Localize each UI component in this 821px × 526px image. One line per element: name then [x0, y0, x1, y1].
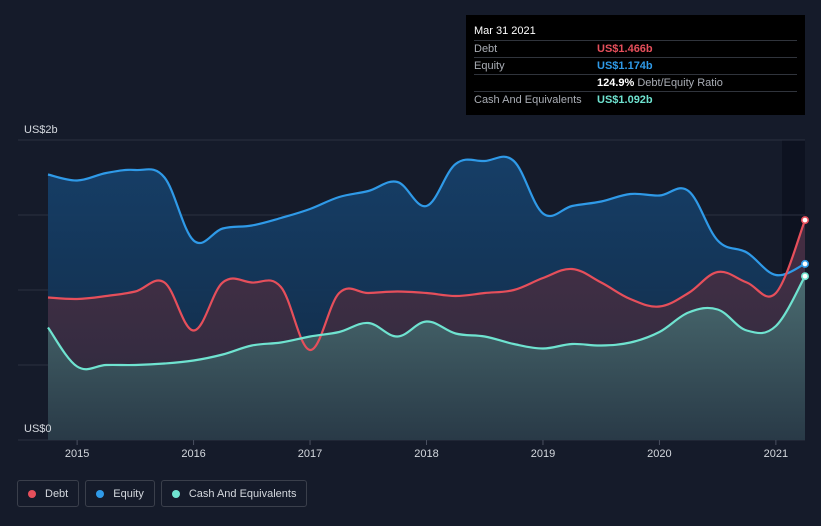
cash-line [47, 275, 806, 371]
data-tooltip: Mar 31 2021 Debt US$1.466b Equity US$1.1… [466, 15, 805, 115]
legend-item-equity[interactable]: Equity [85, 480, 155, 507]
equity-end-point [800, 259, 809, 268]
legend-label-cash: Cash And Equivalents [188, 487, 297, 500]
x-tick-label: 2021 [764, 448, 788, 460]
tooltip-date: Mar 31 2021 [474, 23, 797, 41]
x-tick-label: 2018 [414, 448, 438, 460]
tooltip-debt-label: Debt [474, 43, 498, 55]
tooltip-debt-value: US$1.466b [597, 43, 653, 55]
tooltip-ratio-label: Debt/Equity Ratio [637, 77, 723, 89]
tooltip-row-equity: Equity US$1.174b [474, 58, 797, 75]
x-tick-label: 2020 [647, 448, 671, 460]
x-tick-label: 2019 [531, 448, 555, 460]
tooltip-ratio-value: 124.9% [597, 77, 635, 89]
x-tick-label: 2017 [298, 448, 322, 460]
x-tick-label: 2015 [65, 448, 89, 460]
legend-label-equity: Equity [113, 487, 144, 500]
cash-end-point [800, 272, 809, 281]
legend-label-debt: Debt [45, 487, 69, 500]
legend-dot-cash [171, 489, 180, 498]
y-tick-label-top: US$2b [24, 124, 58, 136]
legend-dot-debt [28, 489, 36, 498]
tooltip-row-ratio: 124.9% Debt/Equity Ratio [474, 75, 797, 92]
legend-item-debt[interactable]: Debt [17, 480, 80, 507]
tooltip-equity-value: US$1.174b [597, 60, 653, 72]
tooltip-row-debt: Debt US$1.466b [474, 41, 797, 58]
tooltip-cash-value: US$1.092b [597, 94, 653, 106]
chart-legend: Debt Equity Cash And Equivalents [17, 480, 308, 507]
y-tick-label-bottom: US$0 [24, 423, 52, 435]
x-tick-label: 2016 [181, 448, 205, 460]
tooltip-row-cash: Cash And Equivalents US$1.092b [474, 92, 797, 108]
equity-line [47, 155, 806, 277]
legend-item-cash[interactable]: Cash And Equivalents [160, 480, 308, 507]
legend-dot-equity [96, 489, 105, 498]
tooltip-ratio: 124.9% Debt/Equity Ratio [597, 75, 723, 91]
cash-area [48, 276, 805, 440]
debt-line [47, 219, 807, 352]
tooltip-equity-label: Equity [474, 60, 505, 72]
tooltip-cash-label: Cash And Equivalents [474, 94, 582, 106]
debt-end-point [800, 216, 809, 225]
